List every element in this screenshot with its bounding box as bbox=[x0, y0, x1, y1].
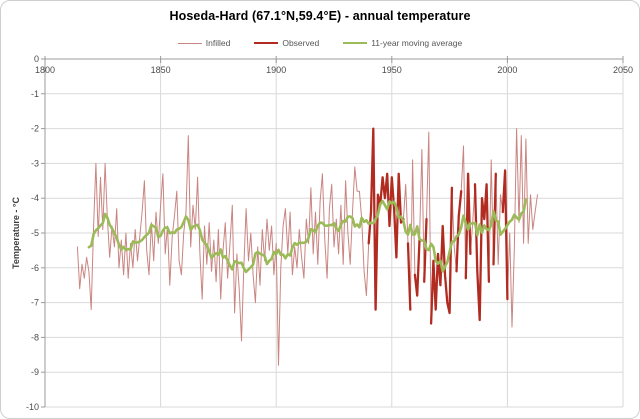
legend-item-observed: Observed bbox=[254, 38, 319, 48]
observed-series-line bbox=[413, 238, 421, 297]
infilled-series-line bbox=[76, 128, 538, 366]
x-tick-label: 1950 bbox=[382, 65, 402, 75]
x-tick-label: 1900 bbox=[266, 65, 286, 75]
moving-average-line-icon bbox=[343, 41, 368, 45]
legend-label: Infilled bbox=[205, 38, 231, 48]
y-tick-label: -9 bbox=[31, 367, 39, 377]
x-tick-label: 2050 bbox=[613, 65, 633, 75]
observed-series-line bbox=[429, 186, 454, 325]
legend-item-moving-average: 11-year moving average bbox=[343, 38, 462, 48]
x-tick-label: 1800 bbox=[35, 65, 55, 75]
legend-item-infilled: Infilled bbox=[177, 38, 231, 48]
observed-series-line bbox=[406, 242, 412, 311]
legend-label: Observed bbox=[282, 38, 320, 48]
observed-series-line bbox=[423, 217, 428, 283]
legend: Infilled Observed 11-year moving average bbox=[1, 38, 639, 48]
y-tick-label: -10 bbox=[26, 402, 39, 412]
y-tick-label: -2 bbox=[31, 124, 39, 134]
x-tick-label: 2000 bbox=[497, 65, 517, 75]
y-tick-label: -7 bbox=[31, 298, 39, 308]
observed-series-line bbox=[455, 190, 463, 273]
observed-series-line bbox=[473, 183, 491, 322]
moving-average-line bbox=[87, 198, 528, 274]
observed-series-line bbox=[367, 127, 405, 311]
y-tick-label: -8 bbox=[31, 332, 39, 342]
y-tick-label: 0 bbox=[34, 54, 39, 64]
y-tick-label: -4 bbox=[31, 193, 39, 203]
infilled-line-icon bbox=[177, 42, 202, 44]
y-tick-label: -1 bbox=[31, 89, 39, 99]
x-tick-label: 1850 bbox=[151, 65, 171, 75]
y-tick-label: -5 bbox=[31, 228, 39, 238]
chart-title: Hoseda-Hard (67.1°N,59.4°E) - annual tem… bbox=[169, 9, 471, 23]
y-tick-label: -3 bbox=[31, 158, 39, 168]
observed-series-line bbox=[501, 169, 509, 301]
observed-line-icon bbox=[254, 41, 279, 45]
y-tick-label: -6 bbox=[31, 263, 39, 273]
legend-label: 11-year moving average bbox=[371, 38, 463, 48]
